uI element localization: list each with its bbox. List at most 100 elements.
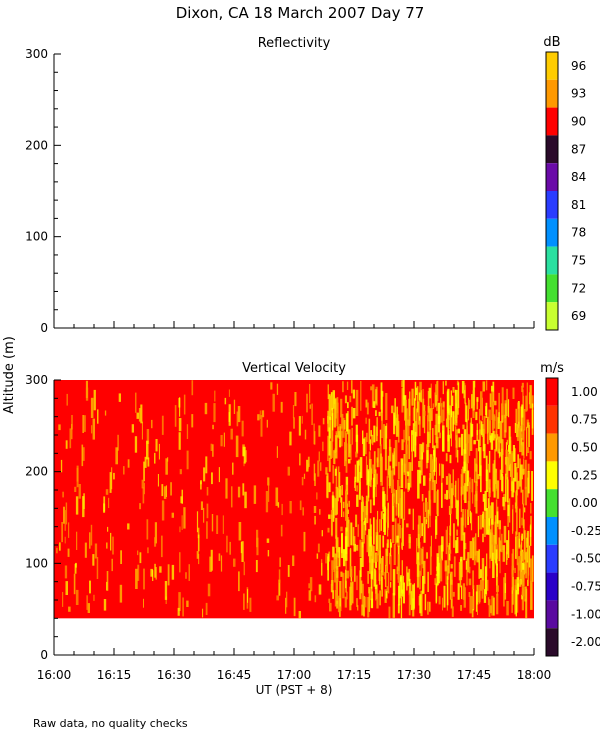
- velocity-streak: [198, 553, 200, 565]
- velocity-streak: [338, 486, 341, 498]
- velocity-streak: [306, 393, 308, 413]
- velocity-streak: [111, 467, 113, 490]
- velocity-streak: [367, 571, 369, 584]
- velocity-streak: [382, 535, 385, 548]
- velocity-streak: [462, 583, 465, 600]
- velocity-streak: [485, 455, 488, 481]
- velocity-streak: [327, 553, 329, 581]
- velocity-streak: [430, 383, 432, 411]
- velocity-streak: [429, 601, 431, 612]
- velocity-streak: [59, 542, 61, 551]
- velocity-streak: [384, 444, 387, 471]
- colorbar-swatch: [546, 378, 558, 406]
- colorbar-swatch: [546, 218, 558, 247]
- velocity-streak: [427, 571, 429, 592]
- velocity-streak: [265, 491, 269, 513]
- velocity-streak: [471, 608, 474, 618]
- velocity-streak: [501, 448, 503, 477]
- velocity-streak: [508, 399, 510, 418]
- velocity-streak: [494, 515, 498, 545]
- velocity-streak: [357, 605, 359, 611]
- velocity-streak: [490, 534, 494, 561]
- velocity-streak: [218, 553, 221, 561]
- velocity-streak: [292, 555, 295, 566]
- velocity-streak: [335, 517, 338, 539]
- velocity-streak: [369, 499, 372, 514]
- velocity-streak: [361, 495, 363, 522]
- velocity-streak: [165, 485, 167, 497]
- velocity-streak: [381, 558, 383, 573]
- velocity-streak: [515, 536, 517, 559]
- velocity-streak: [336, 575, 338, 604]
- velocity-streak: [237, 486, 241, 498]
- velocity-streak: [155, 567, 157, 580]
- velocity-streak: [515, 590, 519, 613]
- velocity-streak: [472, 390, 475, 411]
- velocity-streak: [514, 579, 517, 589]
- velocity-streak: [531, 395, 534, 408]
- velocity-streak: [449, 549, 452, 554]
- velocity-streak: [401, 439, 404, 451]
- velocity-streak: [345, 413, 349, 432]
- velocity-streak: [281, 503, 283, 516]
- velocity-streak: [484, 490, 487, 511]
- velocity-streak: [267, 550, 270, 557]
- velocity-streak: [504, 457, 508, 465]
- velocity-streak: [497, 442, 500, 449]
- velocity-streak: [482, 381, 485, 392]
- velocity-streak: [359, 557, 362, 577]
- velocity-streak: [197, 534, 200, 552]
- velocity-streak: [218, 467, 220, 483]
- velocity-streak: [328, 395, 332, 420]
- velocity-streak: [479, 447, 482, 476]
- velocity-streak: [482, 511, 485, 528]
- velocity-streak: [416, 408, 418, 437]
- velocity-streak: [338, 472, 341, 488]
- velocity-streak: [143, 568, 145, 590]
- colorbar-label: 0.00: [571, 496, 598, 510]
- colorbar-swatch: [546, 52, 558, 80]
- velocity-streak: [493, 597, 495, 616]
- velocity-streak: [233, 399, 236, 414]
- velocity-streak: [434, 578, 437, 585]
- velocity-streak: [337, 426, 339, 438]
- velocity-streak: [397, 554, 400, 583]
- colorbar-swatch: [546, 628, 558, 656]
- velocity-streak: [465, 405, 468, 423]
- velocity-streak: [385, 564, 387, 588]
- velocity-streak: [525, 395, 528, 412]
- velocity-streak: [485, 380, 488, 391]
- velocity-streak: [428, 477, 431, 505]
- velocity-streak: [341, 497, 343, 517]
- velocity-streak: [331, 580, 334, 593]
- velocity-streak: [529, 558, 533, 584]
- velocity-streak: [393, 451, 395, 475]
- velocity-streak: [275, 487, 279, 506]
- velocity-streak: [332, 465, 335, 484]
- velocity-streak: [501, 533, 503, 553]
- velocity-streak: [370, 598, 374, 608]
- velocity-streak: [530, 580, 533, 610]
- velocity-streak: [425, 501, 428, 519]
- velocity-streak: [381, 390, 383, 421]
- velocity-streak: [454, 389, 456, 400]
- velocity-streak: [468, 434, 471, 456]
- velocity-streak: [455, 426, 457, 441]
- velocity-streak: [399, 498, 401, 524]
- velocity-streak: [515, 408, 517, 426]
- velocity-streak: [402, 380, 405, 406]
- velocity-streak: [376, 417, 378, 436]
- velocity-streak: [503, 525, 507, 543]
- velocity-streak: [74, 486, 77, 492]
- velocity-streak: [419, 594, 422, 614]
- velocity-streak: [178, 398, 181, 408]
- velocity-streak: [494, 400, 497, 406]
- velocity-streak: [380, 519, 382, 531]
- velocity-streak: [503, 577, 505, 607]
- velocity-streak: [336, 566, 339, 578]
- velocity-streak: [314, 473, 316, 486]
- velocity-streak: [255, 560, 258, 573]
- velocity-streak: [381, 412, 383, 438]
- velocity-streak: [383, 513, 386, 532]
- velocity-streak: [463, 461, 466, 472]
